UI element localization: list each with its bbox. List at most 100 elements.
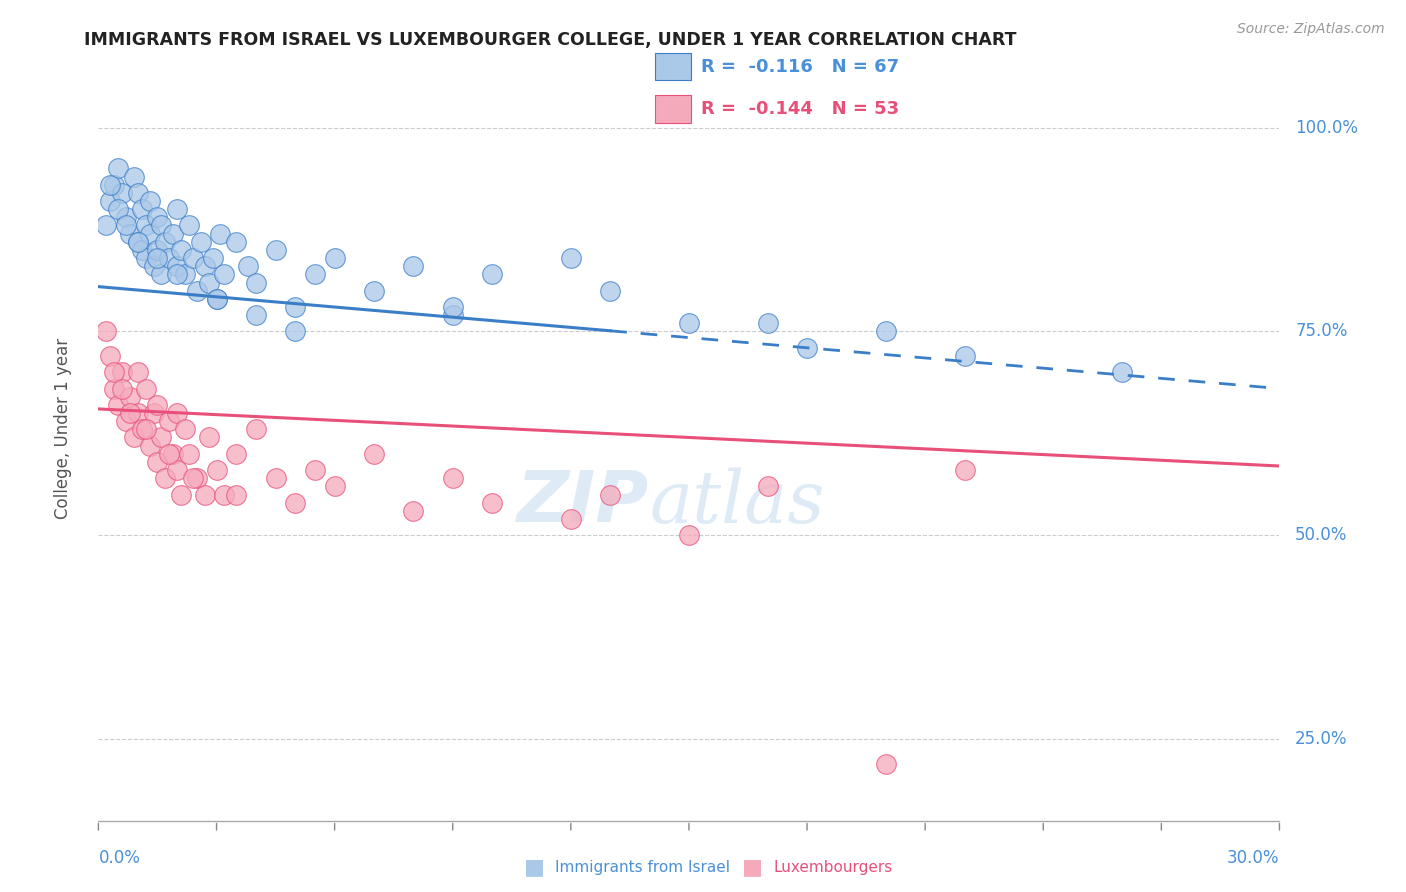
Point [146, 455, 169, 469]
Point [135, 422, 157, 436]
Point [150, 268, 173, 282]
Point [245, 276, 267, 290]
Point [174, 422, 197, 436]
Point [150, 430, 173, 444]
Point [197, 430, 219, 444]
Point [166, 259, 188, 273]
Point [157, 251, 180, 265]
Point [402, 259, 425, 273]
Point [170, 487, 193, 501]
Point [284, 496, 307, 510]
Point [323, 479, 346, 493]
Point [402, 504, 425, 518]
Point [205, 463, 228, 477]
Point [138, 194, 160, 208]
Text: ■: ■ [524, 857, 544, 877]
Point [245, 422, 267, 436]
Point [678, 528, 700, 542]
Text: R =  -0.116   N = 67: R = -0.116 N = 67 [700, 58, 898, 76]
Point [264, 471, 287, 485]
Point [115, 219, 138, 233]
Point [953, 463, 976, 477]
Point [127, 235, 149, 249]
Point [304, 463, 326, 477]
Point [796, 341, 818, 355]
Point [284, 325, 307, 339]
Point [1111, 365, 1133, 379]
Point [127, 235, 149, 249]
Point [363, 284, 385, 298]
Point [284, 300, 307, 314]
Point [190, 235, 212, 249]
Point [599, 284, 621, 298]
Text: College, Under 1 year: College, Under 1 year [55, 337, 72, 519]
Point [201, 251, 224, 265]
Point [181, 471, 204, 485]
Point [146, 251, 169, 265]
Text: 30.0%: 30.0% [1227, 849, 1279, 867]
Point [177, 447, 200, 461]
Text: atlas: atlas [650, 467, 825, 538]
Text: 25.0%: 25.0% [1295, 731, 1348, 748]
Point [157, 447, 180, 461]
Point [481, 496, 503, 510]
Point [174, 268, 197, 282]
Point [122, 430, 145, 444]
Point [181, 251, 204, 265]
Point [157, 414, 180, 428]
Point [115, 211, 138, 225]
Point [103, 178, 125, 192]
Point [103, 382, 125, 396]
Point [205, 292, 228, 306]
Point [186, 284, 208, 298]
Point [186, 471, 208, 485]
Point [96, 219, 118, 233]
Point [142, 259, 165, 273]
Point [111, 365, 134, 379]
Point [131, 243, 153, 257]
Point [678, 316, 700, 330]
Bar [655, 54, 690, 80]
Point [142, 406, 165, 420]
Text: Immigrants from Israel: Immigrants from Israel [555, 860, 730, 874]
Point [98, 349, 121, 363]
Point [166, 202, 188, 217]
Point [118, 406, 141, 420]
Point [146, 243, 169, 257]
Point [107, 202, 129, 217]
Point [118, 390, 141, 404]
Point [323, 251, 346, 265]
Point [131, 202, 153, 217]
Point [194, 259, 217, 273]
Point [138, 439, 160, 453]
Point [209, 227, 232, 241]
Point [103, 365, 125, 379]
Point [107, 398, 129, 412]
Point [177, 219, 200, 233]
Point [166, 463, 188, 477]
Point [236, 259, 259, 273]
Text: Luxembourgers: Luxembourgers [773, 860, 893, 874]
Point [115, 414, 138, 428]
Text: IMMIGRANTS FROM ISRAEL VS LUXEMBOURGER COLLEGE, UNDER 1 YEAR CORRELATION CHART: IMMIGRANTS FROM ISRAEL VS LUXEMBOURGER C… [84, 31, 1017, 49]
Point [111, 382, 134, 396]
Point [441, 308, 464, 322]
Point [162, 227, 184, 241]
Point [155, 471, 177, 485]
Point [150, 219, 173, 233]
Point [481, 268, 503, 282]
Text: Source: ZipAtlas.com: Source: ZipAtlas.com [1237, 22, 1385, 37]
Text: ZIP: ZIP [517, 468, 650, 537]
Point [146, 211, 169, 225]
Point [194, 487, 217, 501]
Point [146, 398, 169, 412]
Point [131, 422, 153, 436]
Point [122, 169, 145, 184]
Point [205, 292, 228, 306]
Point [107, 161, 129, 176]
Point [756, 479, 779, 493]
Point [166, 268, 188, 282]
Point [135, 219, 157, 233]
Text: 0.0%: 0.0% [98, 849, 141, 867]
Point [756, 316, 779, 330]
